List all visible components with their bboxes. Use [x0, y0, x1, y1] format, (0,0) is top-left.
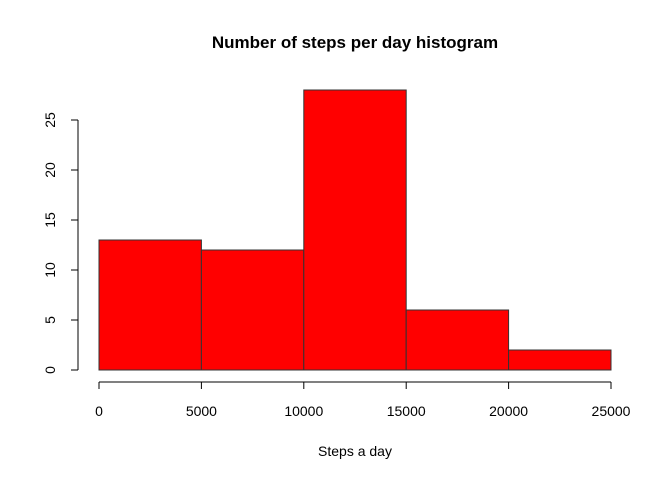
x-tick-label-5: 25000 — [592, 403, 631, 419]
y-tick-label-0: 0 — [42, 366, 58, 374]
bars-group — [98, 89, 612, 371]
y-tick-label-4: 20 — [42, 162, 58, 178]
x-tick-label-4: 20000 — [489, 403, 528, 419]
histogram-bar-2 — [303, 89, 407, 371]
histogram-bar-0 — [98, 239, 202, 371]
histogram-bar-3 — [405, 309, 510, 371]
x-axis-label: Steps a day — [318, 443, 392, 459]
x-tick-label-0: 0 — [95, 403, 103, 419]
histogram-bar-1 — [200, 249, 305, 371]
y-tick-label-2: 10 — [42, 262, 58, 278]
x-tick-label-2: 10000 — [284, 403, 323, 419]
y-tick-label-3: 15 — [42, 212, 58, 228]
histogram-bar-4 — [508, 349, 612, 371]
x-tick-label-3: 15000 — [387, 403, 426, 419]
y-tick-label-1: 5 — [42, 316, 58, 324]
x-tick-label-1: 5000 — [186, 403, 217, 419]
x-axis: 0 5000 10000 15000 20000 25000 — [95, 381, 631, 419]
chart-title: Number of steps per day histogram — [212, 33, 498, 52]
y-axis: 0 5 10 15 20 25 — [42, 112, 79, 374]
y-tick-label-5: 25 — [42, 112, 58, 128]
